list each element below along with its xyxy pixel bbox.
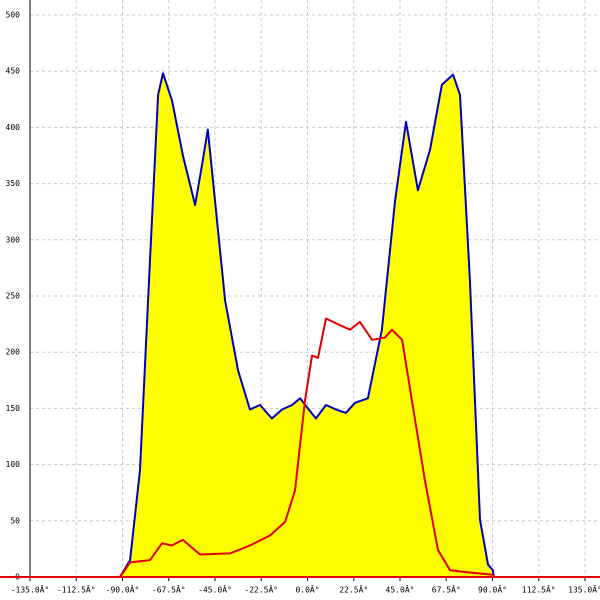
x-tick-label: 90.0Â° [478,584,507,595]
y-tick-label: 450 [6,67,21,76]
x-tick-label: -112.5Â° [57,584,96,595]
y-tick-label: 350 [6,179,21,188]
area [120,73,494,578]
x-tick-label: -22.5Â° [244,584,278,595]
x-tick-label: 135.0Â° [568,584,600,595]
x-tick-label: 0.0Â° [295,584,319,595]
y-tick-label: 500 [6,11,21,20]
x-tick-label: 45.0Â° [386,584,415,595]
x-tick-label: -135.0Â° [11,584,50,595]
y-tick-label: 400 [6,123,21,132]
x-tick-label: -45.0Â° [198,584,232,595]
x-tick-label: 67.5Â° [432,584,461,595]
line [119,317,495,578]
x-tick-label: 22.5Â° [339,584,368,595]
y-tick-label: 50 [10,516,20,525]
y-tick-label: 200 [6,348,21,357]
y-tick-label: 250 [6,292,21,301]
x-tick-label: -90.0Â° [106,584,140,595]
x-tick-label: 112.5Â° [522,584,556,595]
y-tick-label: 100 [6,460,21,469]
x-tick-label: -67.5Â° [152,584,186,595]
y-tick-label: 300 [6,235,21,244]
y-tick-label: 150 [6,404,21,413]
